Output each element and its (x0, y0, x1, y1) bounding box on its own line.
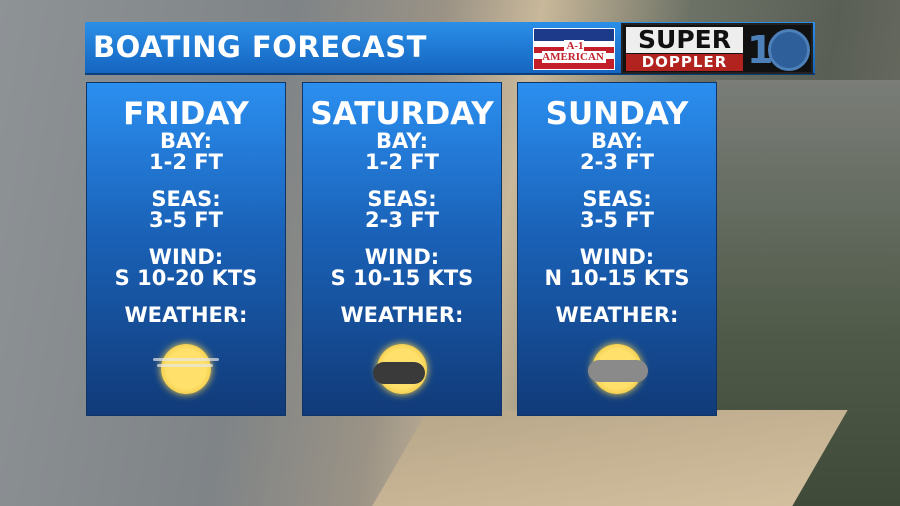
forecast-panel-sunday: SUNDAY BAY: 2-3 FT SEAS: 3-5 FT WIND: N … (517, 82, 717, 416)
background-beach (372, 410, 848, 506)
hazy-sun-icon (153, 344, 219, 394)
wave-icon (768, 29, 810, 71)
header-bar: BOATING FORECAST A-1 AMERICAN SUPER DOPP… (85, 22, 815, 75)
sun-rain-cloud-icon (588, 344, 648, 394)
sun-thunderstorm-icon (373, 344, 427, 394)
forecast-panel-saturday: SATURDAY BAY: 1-2 FT SEAS: 2-3 FT WIND: … (302, 82, 502, 416)
forecast-panel-friday: FRIDAY BAY: 1-2 FT SEAS: 3-5 FT WIND: S … (86, 82, 286, 416)
station-logo: SUPER DOPPLER 1 (621, 23, 813, 74)
sponsor-logo: A-1 AMERICAN (533, 28, 615, 70)
page-title: BOATING FORECAST (93, 30, 427, 64)
